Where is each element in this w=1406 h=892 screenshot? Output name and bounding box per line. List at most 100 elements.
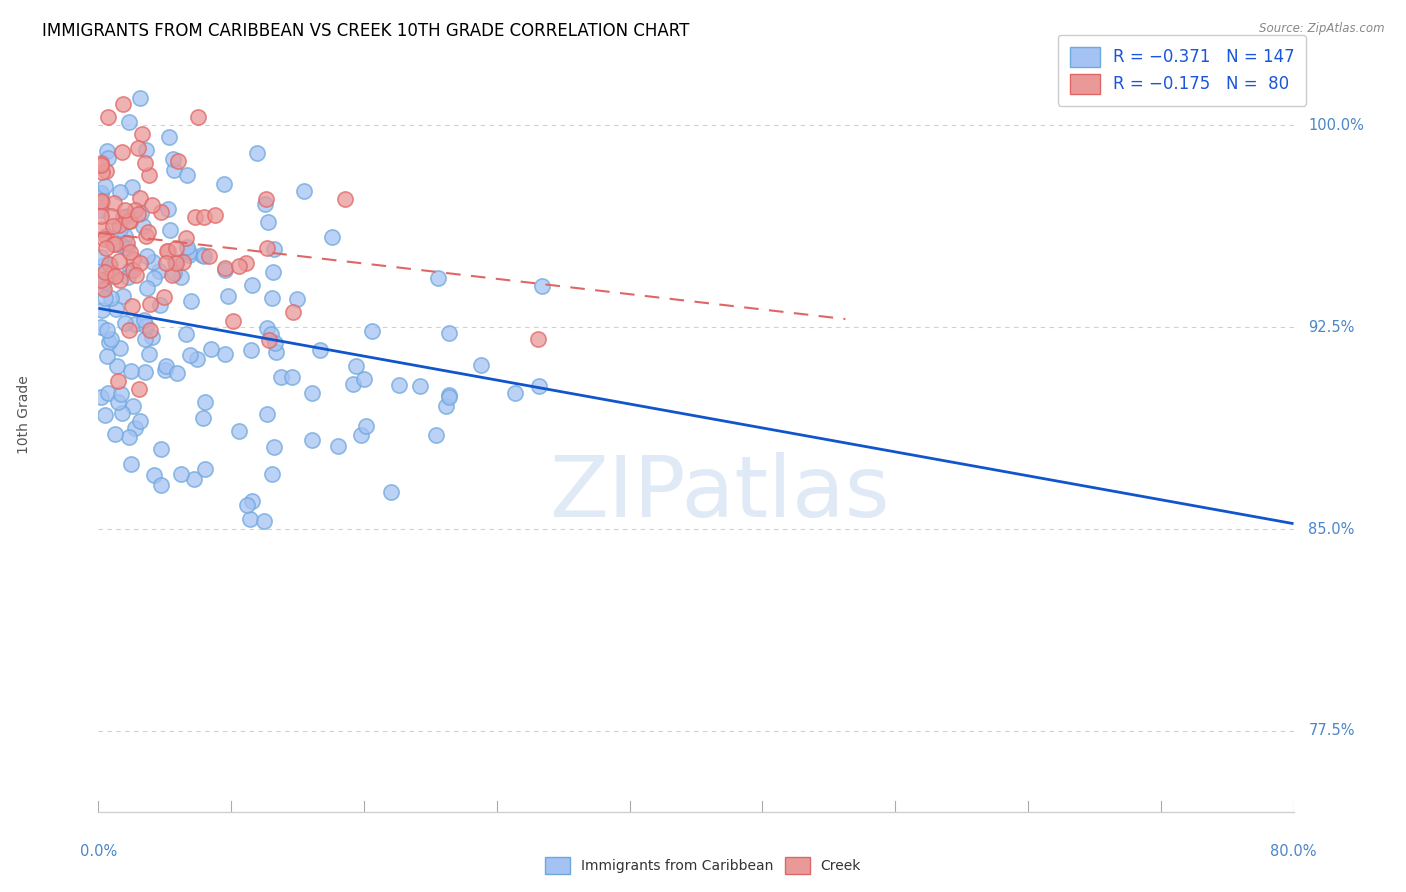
Point: [183, 210, 205, 224]
Point: [155, 359, 177, 374]
Point: [260, 326, 283, 341]
Point: [129, 191, 152, 205]
Point: [191, 410, 214, 425]
Point: [129, 414, 152, 428]
Legend: Immigrants from Caribbean, Creek: Immigrants from Caribbean, Creek: [538, 850, 868, 880]
Point: [97, 152, 120, 166]
Point: [214, 347, 236, 361]
Point: [214, 178, 236, 192]
Point: [214, 261, 236, 276]
Point: [527, 378, 550, 392]
Point: [111, 289, 134, 303]
Point: [217, 288, 239, 302]
Point: [132, 219, 155, 233]
Point: [262, 467, 284, 481]
Point: [94, 178, 117, 193]
Point: [118, 244, 141, 259]
Point: [117, 270, 139, 285]
Point: [285, 292, 308, 306]
Point: [90, 156, 112, 170]
Point: [191, 248, 214, 262]
Point: [256, 321, 278, 335]
Point: [128, 383, 150, 397]
Point: [163, 255, 186, 269]
Text: 0.0%: 0.0%: [80, 844, 117, 859]
Point: [108, 273, 131, 287]
Point: [108, 218, 131, 232]
Point: [167, 153, 190, 168]
Point: [388, 378, 411, 392]
Point: [90, 186, 112, 200]
Point: [186, 351, 208, 366]
Point: [198, 249, 221, 263]
Point: [129, 206, 152, 220]
Point: [165, 255, 187, 269]
Point: [110, 186, 132, 200]
Point: [526, 333, 548, 347]
Point: [183, 472, 205, 486]
Point: [245, 146, 267, 161]
Point: [326, 439, 349, 453]
Point: [159, 223, 181, 237]
Point: [425, 427, 447, 442]
Point: [118, 263, 141, 277]
Point: [139, 323, 162, 337]
Point: [283, 305, 305, 319]
Point: [131, 127, 153, 141]
Point: [253, 197, 276, 211]
Point: [117, 236, 139, 251]
Point: [97, 110, 120, 124]
Point: [91, 165, 114, 179]
Point: [281, 370, 304, 384]
Point: [172, 254, 194, 268]
Text: ZIPatlas: ZIPatlas: [550, 452, 890, 535]
Point: [135, 143, 157, 157]
Point: [94, 241, 117, 255]
Point: [100, 333, 122, 347]
Point: [120, 457, 142, 471]
Point: [97, 335, 120, 350]
Point: [103, 219, 125, 233]
Text: IMMIGRANTS FROM CARIBBEAN VS CREEK 10TH GRADE CORRELATION CHART: IMMIGRANTS FROM CARIBBEAN VS CREEK 10TH …: [42, 22, 689, 40]
Point: [90, 158, 112, 172]
Point: [149, 442, 172, 456]
Point: [156, 244, 179, 258]
Text: 77.5%: 77.5%: [1309, 723, 1355, 739]
Point: [200, 343, 222, 357]
Point: [122, 252, 145, 266]
Point: [104, 237, 127, 252]
Point: [121, 299, 143, 313]
Point: [97, 257, 120, 271]
Point: [128, 256, 150, 270]
Point: [264, 345, 287, 359]
Point: [149, 205, 172, 219]
Point: [254, 192, 277, 206]
Text: 80.0%: 80.0%: [1270, 844, 1317, 859]
Point: [163, 267, 186, 281]
Point: [117, 323, 139, 337]
Point: [257, 215, 280, 229]
Point: [114, 229, 136, 244]
Point: [134, 331, 156, 345]
Point: [90, 194, 112, 208]
Point: [111, 406, 134, 420]
Point: [253, 514, 276, 528]
Point: [101, 237, 124, 252]
Point: [90, 273, 112, 287]
Point: [177, 245, 200, 260]
Point: [153, 363, 176, 377]
Point: [353, 372, 375, 386]
Point: [90, 221, 112, 235]
Point: [156, 202, 179, 217]
Point: [170, 467, 193, 481]
Point: [174, 326, 197, 341]
Point: [127, 207, 149, 221]
Point: [110, 387, 132, 401]
Point: [437, 390, 460, 404]
Point: [177, 248, 200, 262]
Point: [176, 168, 198, 182]
Point: [90, 319, 112, 334]
Point: [426, 270, 449, 285]
Point: [124, 203, 146, 218]
Point: [228, 259, 250, 273]
